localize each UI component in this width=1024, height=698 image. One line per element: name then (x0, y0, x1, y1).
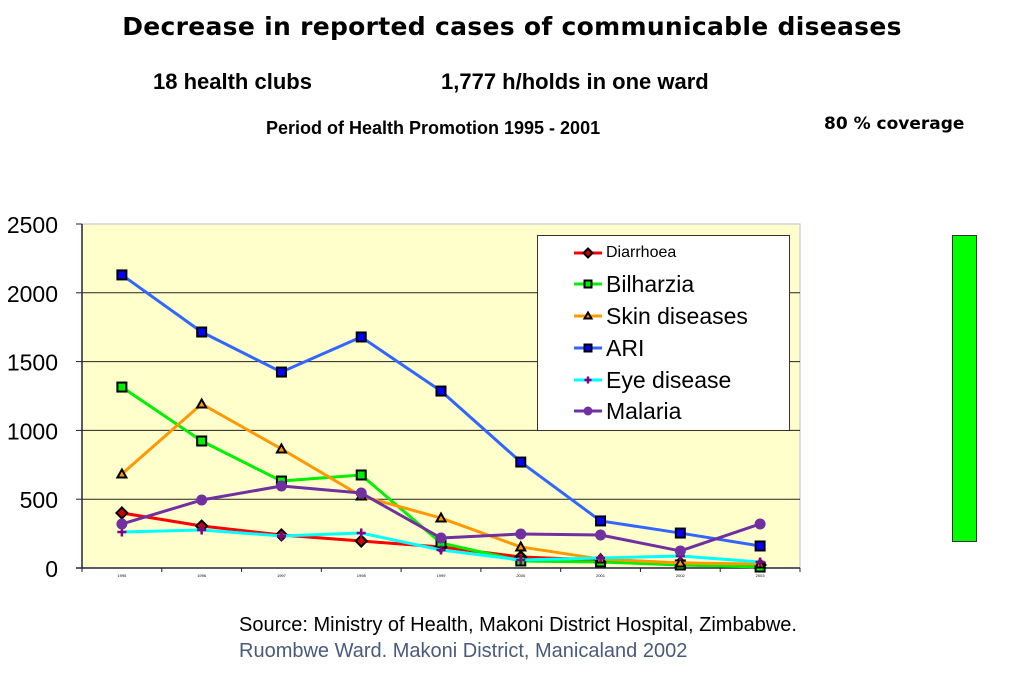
x-tick-label: 1997 (277, 573, 287, 578)
x-tick-label: 2003 (756, 573, 766, 578)
data-point-eye-disease (596, 553, 606, 563)
legend-item-malaria: Malaria (574, 396, 681, 426)
legend-marker (582, 310, 594, 320)
data-point-malaria (754, 518, 766, 530)
series-ari (116, 269, 766, 552)
legend-item-skin-diseases: Skin diseases (574, 301, 748, 331)
data-point-bilharzia (196, 435, 208, 447)
legend-label: Eye disease (606, 366, 732, 393)
legend-marker (583, 279, 593, 289)
legend-symbol-eye-disease (574, 376, 602, 384)
y-tick-label: 2500 (7, 212, 58, 238)
data-point-ari (674, 527, 686, 539)
slide-title: Decrease in reported cases of communicab… (122, 12, 902, 41)
x-tick-label: 2000 (516, 573, 526, 578)
x-tick-label: 2002 (676, 573, 686, 578)
axes: 0 500 1000 1500 2000 2500 1995 1996 1997 1998 1999… (7, 212, 801, 582)
data-point-eye-disease (197, 525, 207, 535)
legend-label: Malaria (606, 397, 682, 424)
legend-symbol-skin-diseases (574, 310, 602, 320)
data-point-diarrhoea (114, 506, 129, 520)
data-point-malaria (435, 532, 447, 544)
data-point-ari (595, 515, 607, 527)
x-tick-label: 1999 (437, 573, 447, 578)
legend-symbol-malaria (574, 406, 602, 416)
legend-label: Bilharzia (606, 270, 695, 297)
data-point-malaria (196, 494, 208, 506)
source-text: Source: Ministry of Health, Makoni Distr… (239, 614, 797, 636)
households-label: 1,777 h/holds in one ward (441, 69, 709, 94)
data-point-skin-diseases (514, 540, 527, 552)
data-point-malaria (515, 528, 527, 540)
data-point-malaria (595, 529, 607, 541)
data-point-eye-disease (436, 545, 446, 555)
health-clubs-label: 18 health clubs (153, 69, 312, 94)
legend-marker (583, 343, 593, 353)
y-tick-label: 1500 (7, 350, 58, 376)
series-layer (114, 269, 768, 573)
legend-symbol-diarrhoea (574, 247, 602, 259)
y-tick-label: 1000 (7, 418, 58, 444)
legend-label: Diarrhoea (606, 244, 677, 261)
data-point-ari (116, 269, 128, 281)
data-point-malaria (275, 480, 287, 492)
y-tick-label: 500 (20, 487, 58, 513)
coverage-label: 80 % coverage (824, 114, 965, 134)
data-point-skin-diseases (275, 442, 288, 454)
data-point-eye-disease (516, 555, 526, 565)
data-point-skin-diseases (434, 511, 448, 523)
data-point-ari (275, 366, 287, 378)
legend-item-bilharzia: Bilharzia (574, 269, 694, 299)
data-point-malaria (116, 518, 128, 530)
legend-label: Skin diseases (606, 302, 748, 329)
legend-symbol-bilharzia (574, 279, 602, 289)
legend-item-ari: ARI (574, 333, 644, 363)
data-point-eye-disease (356, 528, 366, 538)
legend-marker (582, 247, 594, 259)
data-point-skin-diseases (115, 467, 129, 479)
data-point-ari (754, 540, 766, 552)
data-point-eye-disease (755, 557, 765, 567)
chart-legend: Diarrhoea Bilharzia Skin diseases ARI Eye di… (537, 235, 790, 431)
y-tick-label: 0 (45, 556, 58, 582)
data-point-ari (435, 385, 447, 397)
data-point-diarrhoea (354, 534, 369, 548)
x-tick-label: 1995 (117, 573, 127, 578)
data-point-malaria (355, 487, 367, 499)
legend-marker (584, 376, 592, 384)
data-point-skin-diseases (195, 397, 208, 409)
period-label: Period of Health Promotion 1995 - 2001 (266, 118, 601, 138)
data-point-ari (515, 456, 527, 468)
x-tick-label: 2001 (596, 573, 606, 578)
data-point-ari (196, 326, 208, 338)
data-point-eye-disease (276, 531, 286, 541)
legend-item-eye-disease: Eye disease (574, 365, 731, 395)
legend-item-diarrhoea: Diarrhoea (574, 238, 676, 268)
y-tick-label: 2000 (7, 281, 58, 307)
legend-marker (583, 406, 593, 416)
coverage-bar (952, 235, 977, 542)
data-point-malaria (674, 545, 686, 557)
data-point-skin-diseases (674, 556, 687, 568)
legend-symbol-ari (574, 343, 602, 353)
x-tick-label: 1998 (357, 573, 367, 578)
x-tick-label: 1996 (197, 573, 207, 578)
location-text: Ruombwe Ward. Makoni District, Manicalan… (239, 640, 688, 662)
series-malaria (116, 480, 766, 557)
data-point-bilharzia (355, 469, 367, 481)
data-point-ari (355, 331, 367, 343)
legend-label: ARI (606, 334, 645, 361)
data-point-bilharzia (116, 381, 128, 393)
